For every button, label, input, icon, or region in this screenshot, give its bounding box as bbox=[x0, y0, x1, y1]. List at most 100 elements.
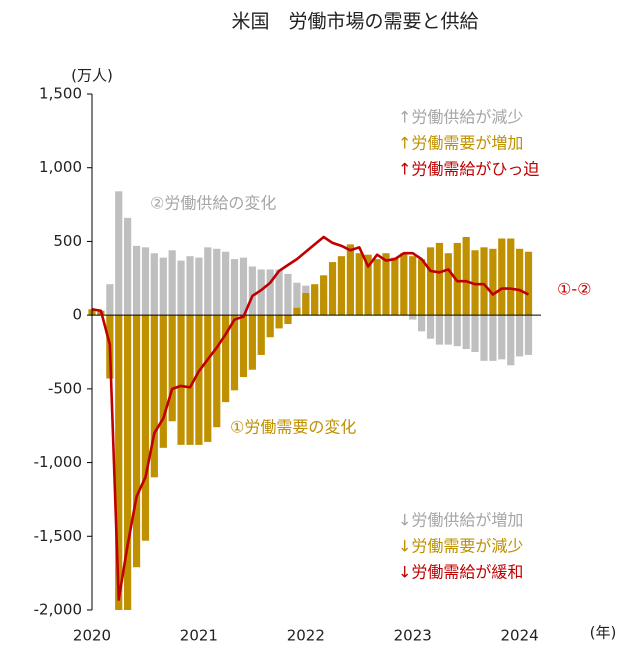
bar bbox=[435, 242, 444, 316]
bar bbox=[239, 315, 248, 378]
bar bbox=[132, 245, 141, 316]
bar bbox=[302, 293, 310, 316]
bar bbox=[417, 259, 426, 316]
bar bbox=[346, 244, 354, 316]
bar bbox=[141, 315, 150, 541]
bar bbox=[373, 259, 381, 316]
bar bbox=[516, 315, 524, 357]
bar bbox=[507, 238, 515, 316]
bar bbox=[462, 315, 470, 350]
bar bbox=[275, 315, 283, 329]
bar bbox=[257, 315, 265, 355]
bar bbox=[150, 253, 158, 316]
chart-title: 米国 労働市場の需要と供給 bbox=[231, 11, 478, 33]
bar bbox=[204, 247, 212, 316]
bar bbox=[195, 257, 203, 316]
bar bbox=[159, 315, 167, 448]
bar bbox=[159, 257, 167, 316]
annotation: ↑労働供給が減少 bbox=[398, 108, 523, 127]
y-tick-label: 1,000 bbox=[39, 158, 82, 176]
bar bbox=[266, 269, 274, 316]
annotation: ↓労働需要が減少 bbox=[398, 537, 523, 556]
bar bbox=[471, 315, 479, 352]
bar bbox=[311, 284, 319, 316]
bar bbox=[524, 251, 533, 316]
bar bbox=[115, 191, 123, 316]
bar bbox=[507, 315, 515, 366]
bar bbox=[328, 262, 337, 316]
bar bbox=[257, 269, 265, 316]
bar bbox=[204, 315, 212, 442]
bar bbox=[516, 248, 524, 316]
x-tick-label: 2024 bbox=[501, 627, 539, 645]
bar bbox=[150, 315, 158, 478]
bar bbox=[248, 266, 256, 316]
x-tick-label: 2021 bbox=[180, 627, 218, 645]
bar bbox=[186, 315, 194, 445]
bar bbox=[498, 315, 506, 360]
bar bbox=[230, 315, 239, 391]
bar bbox=[498, 238, 506, 316]
bar bbox=[444, 253, 452, 316]
bar bbox=[248, 315, 256, 370]
bar bbox=[168, 250, 176, 316]
bar bbox=[222, 315, 230, 403]
bar bbox=[400, 253, 408, 316]
y-tick-label: -2,000 bbox=[34, 601, 82, 619]
bar bbox=[426, 315, 435, 339]
bar bbox=[444, 315, 452, 345]
bar bbox=[222, 251, 230, 316]
bar bbox=[115, 315, 123, 610]
bar bbox=[426, 247, 435, 316]
bar bbox=[123, 315, 132, 610]
x-tick-label: 2020 bbox=[73, 627, 111, 645]
bar bbox=[266, 315, 274, 338]
bar bbox=[409, 256, 417, 316]
bar bbox=[409, 315, 417, 320]
bar bbox=[355, 253, 363, 316]
bar bbox=[213, 315, 221, 428]
bar bbox=[293, 307, 301, 316]
y-tick-label: -1,000 bbox=[34, 453, 82, 471]
bar bbox=[177, 260, 185, 316]
bar bbox=[284, 315, 292, 324]
bar bbox=[524, 315, 533, 355]
bar bbox=[337, 256, 346, 316]
bar bbox=[275, 269, 283, 316]
annotation: ↑労働需要が増加 bbox=[398, 134, 523, 153]
bar bbox=[480, 247, 488, 316]
bar bbox=[462, 237, 470, 316]
bar bbox=[106, 284, 114, 316]
bar bbox=[239, 257, 248, 316]
series-label: ②労働供給の変化 bbox=[150, 194, 276, 213]
bar bbox=[132, 315, 141, 568]
bar bbox=[123, 217, 132, 316]
line bbox=[91, 235, 530, 601]
series-label: ①労働需要の変化 bbox=[230, 418, 356, 437]
bar bbox=[453, 315, 461, 347]
annotation: ↓労働供給が増加 bbox=[398, 511, 523, 530]
bar bbox=[453, 242, 461, 316]
bar bbox=[489, 248, 497, 316]
bar bbox=[320, 275, 328, 316]
y-tick-label: 0 bbox=[72, 306, 82, 324]
y-tick-label: 500 bbox=[53, 232, 82, 250]
bar bbox=[141, 247, 150, 316]
bar bbox=[168, 315, 176, 422]
y-tick-label: 1,500 bbox=[39, 85, 82, 103]
x-tick-label: 2023 bbox=[394, 627, 432, 645]
y-tick-label: -500 bbox=[48, 379, 82, 397]
series-label: ①-② bbox=[557, 280, 591, 299]
bar bbox=[364, 254, 372, 316]
bar bbox=[391, 257, 399, 316]
bar bbox=[186, 256, 194, 316]
bar bbox=[480, 315, 488, 361]
bar bbox=[230, 259, 239, 316]
bar bbox=[213, 248, 221, 316]
bar bbox=[284, 273, 292, 316]
bar bbox=[195, 315, 203, 445]
bar bbox=[471, 250, 479, 316]
bar bbox=[293, 282, 301, 316]
annotation: ↑労働需給がひっ迫 bbox=[398, 160, 539, 179]
